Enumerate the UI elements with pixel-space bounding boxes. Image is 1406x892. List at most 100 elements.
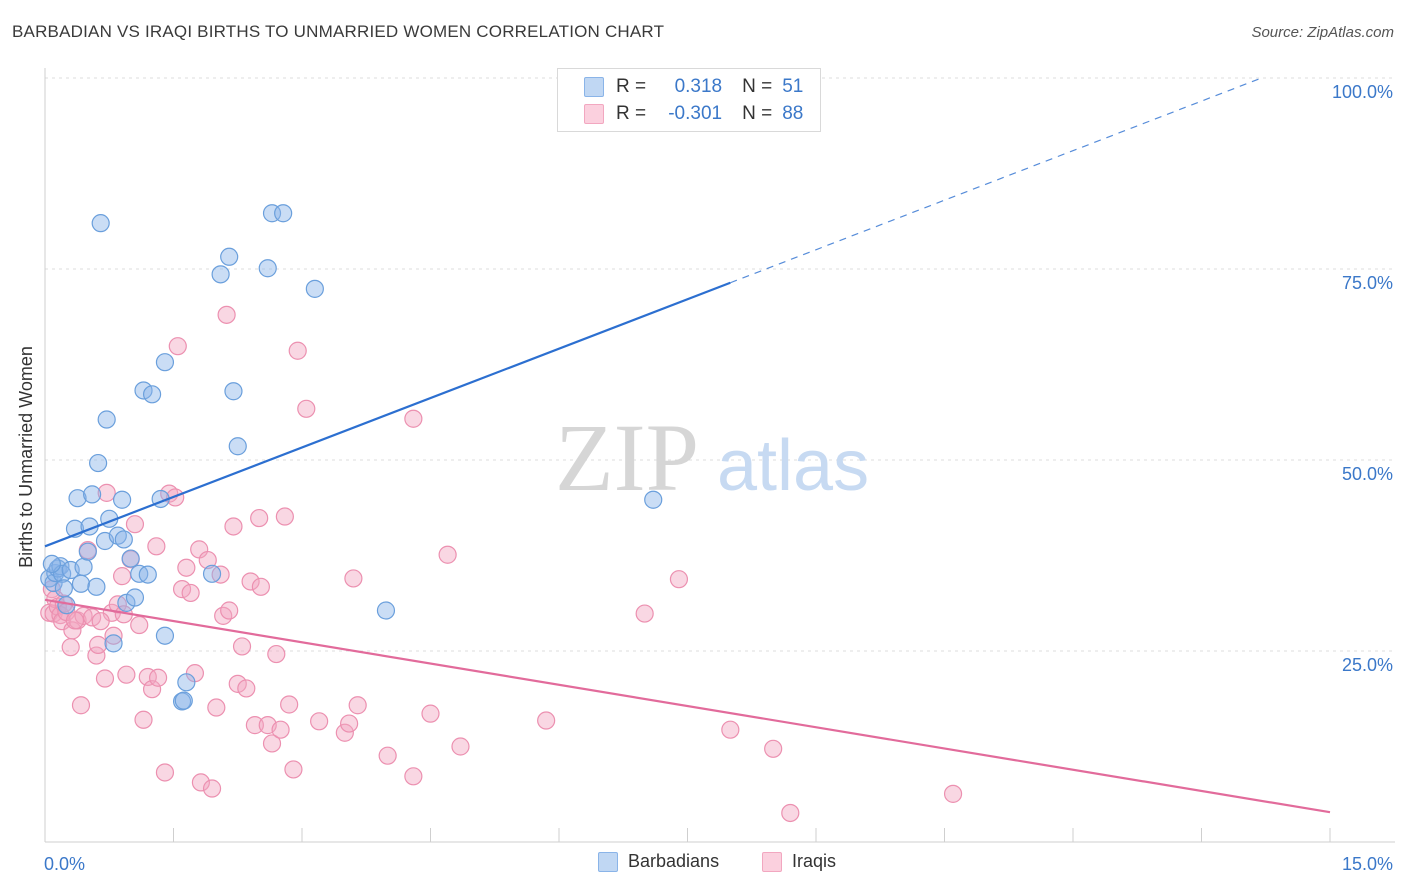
barbadians-point <box>155 626 175 645</box>
barbadians-point <box>155 353 175 372</box>
iraqis-point <box>310 712 329 731</box>
watermark-atlas: atlas <box>717 426 869 506</box>
iraqis-point <box>421 704 440 723</box>
legend-n-value: 51 <box>782 76 804 97</box>
iraqis-point <box>232 637 252 656</box>
legend-n-label: N = <box>742 103 773 124</box>
barbadians-point <box>104 634 123 653</box>
barbadians-point <box>211 265 230 284</box>
iraqis-point <box>280 695 299 714</box>
iraqis-point <box>202 779 222 798</box>
iraqis-point <box>267 644 286 664</box>
barbadians-point <box>376 601 396 620</box>
legend-row-iraqis: R = -0.301 N = 88 <box>584 102 803 126</box>
iraqis-point <box>262 734 282 753</box>
barbadians-point <box>91 214 110 233</box>
legend-box: R = 0.318 N = 51 R = -0.301 N = 88 <box>557 68 821 132</box>
bottom-legend-iraqis: Iraqis <box>762 851 836 872</box>
iraqis-point <box>404 767 423 786</box>
iraqis-point <box>125 515 145 534</box>
iraqis-point <box>438 545 457 564</box>
iraqis-point <box>297 399 316 418</box>
barbadians-trend-extension <box>730 77 1262 284</box>
iraqis-point <box>95 669 115 688</box>
iraqis-point <box>112 567 132 586</box>
iraqis-point <box>83 608 102 627</box>
barbadians-point <box>71 574 91 593</box>
y-axis-label: Births to Unmarried Women <box>16 346 36 568</box>
iraqis-point <box>104 626 123 645</box>
iraqis-trend-line <box>44 598 1331 814</box>
iraqis-point <box>97 483 116 502</box>
barbadians-point <box>125 588 145 607</box>
barbadians-point <box>224 382 243 401</box>
iraqis-point <box>335 723 354 742</box>
barbadians-point <box>134 381 153 400</box>
barbadians-point <box>74 557 93 577</box>
iraqis-point <box>220 601 239 620</box>
iraqis-label: Iraqis <box>792 851 837 871</box>
iraqis-point <box>181 583 200 603</box>
iraqis-point <box>224 517 243 536</box>
legend-r-label: R = <box>616 103 647 124</box>
iraqis-point <box>168 337 187 356</box>
iraqis-point <box>71 696 91 715</box>
iraqis-point <box>288 341 307 360</box>
iraqis-point <box>166 488 185 507</box>
legend-n-value: 88 <box>782 103 804 124</box>
watermark-zip: ZIP <box>555 404 699 511</box>
watermark: ZIP atlas <box>555 404 869 511</box>
iraqis-point <box>340 714 359 733</box>
chart-source: Source: ZipAtlas.com <box>1251 24 1394 41</box>
barbadians-label: Barbadians <box>628 851 720 871</box>
barbadians-point <box>121 549 140 568</box>
iraqis-point <box>241 572 260 591</box>
iraqis-point <box>61 638 80 657</box>
iraqis-point <box>404 409 423 428</box>
barbadians-point <box>274 204 293 223</box>
barbadians-point <box>89 453 108 473</box>
iraqis-point <box>275 507 294 526</box>
iraqis-point <box>271 720 290 739</box>
iraqis-point <box>451 737 470 756</box>
iraqis-point <box>284 760 303 779</box>
x-tick-label: 15.0% <box>1342 854 1393 874</box>
barbadians-point <box>644 490 663 509</box>
chart-title: BARBADIAN VS IRAQI BIRTHS TO UNMARRIED W… <box>12 22 665 41</box>
legend-r-label: R = <box>616 76 647 97</box>
barbadians-trend-line <box>44 281 731 548</box>
iraqis-point <box>943 784 963 803</box>
grid-lines <box>45 77 1395 652</box>
iraqis-point <box>781 803 800 823</box>
iraqis-point <box>251 577 270 596</box>
barbadians-point <box>142 385 162 404</box>
iraqis-point <box>130 615 149 635</box>
iraqis-point <box>89 635 108 654</box>
iraqis-point <box>142 680 162 699</box>
iraqis-point <box>198 550 217 570</box>
iraqis-point <box>207 698 226 717</box>
barbadians-point <box>177 673 196 692</box>
iraqis-point <box>172 580 192 599</box>
barbadians-point <box>97 410 116 429</box>
iraqis-point <box>117 665 136 684</box>
iraqis-point <box>155 763 175 782</box>
barbadians-point <box>114 530 133 549</box>
iraqis-point <box>635 604 654 623</box>
x-tick-label: 0.0% <box>44 854 85 874</box>
barbadians-point <box>87 577 106 596</box>
legend-r-value: 0.318 <box>674 76 723 97</box>
iraqis-series <box>40 305 963 823</box>
barbadians-point <box>228 437 247 456</box>
barbadians-point <box>174 691 193 710</box>
iraqis-point <box>177 558 196 577</box>
barbadians-point <box>117 593 136 612</box>
iraqis-point <box>228 674 247 693</box>
barbadians-point <box>202 564 222 583</box>
trend-lines <box>44 77 1331 814</box>
barbadians-series <box>40 204 663 711</box>
barbadians-swatch <box>584 77 604 97</box>
iraqis-point <box>65 611 85 630</box>
y-tick-label: 75.0% <box>1342 273 1393 293</box>
